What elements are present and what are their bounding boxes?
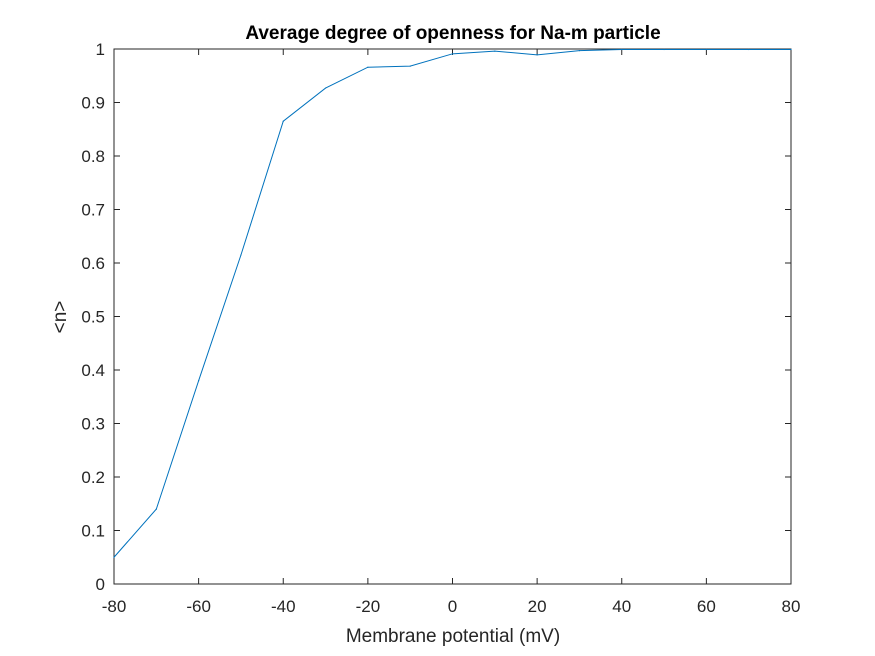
y-axis-label: <n>	[50, 301, 71, 334]
y-tick-label: 0.8	[81, 147, 105, 166]
y-axis-ticks: 0 0.1 0.2 0.3 0.4 0.5 0.6 0.7 0.8 0.9 1	[81, 40, 791, 594]
series-layer	[113, 48, 792, 558]
x-axis-label: Membrane potential (mV)	[346, 626, 560, 647]
y-tick-label: 0.6	[81, 254, 105, 273]
data-point	[451, 53, 454, 55]
data-point	[748, 48, 750, 51]
y-tick-label: 0.5	[81, 308, 105, 327]
data-point	[705, 48, 707, 51]
x-tick-label: 40	[612, 597, 631, 616]
y-tick-label: 0.4	[81, 361, 105, 380]
x-axis-ticks: -80 -60 -40 -20 0 20 40 60 80	[102, 49, 801, 616]
x-tick-label: -60	[186, 597, 211, 616]
data-point	[282, 120, 284, 122]
data-point	[155, 508, 157, 510]
x-tick-label: 80	[782, 597, 801, 616]
data-point	[536, 54, 538, 56]
data-point	[113, 556, 115, 558]
data-point	[578, 50, 581, 52]
y-tick-label: 0.9	[81, 94, 105, 113]
data-point	[494, 50, 496, 52]
x-tick-label: -20	[356, 597, 381, 616]
x-tick-label: -40	[271, 597, 296, 616]
y-tick-label: 1	[96, 40, 105, 59]
data-point	[790, 48, 792, 51]
x-tick-label: 20	[528, 597, 547, 616]
x-tick-label: 0	[448, 597, 457, 616]
x-tick-label: -80	[102, 597, 127, 616]
axes-box	[113, 48, 792, 585]
y-tick-label: 0.3	[81, 415, 105, 434]
chart-title: Average degree of openness for Na-m part…	[245, 23, 660, 44]
data-point	[198, 380, 200, 382]
y-tick-label: 0	[96, 575, 105, 594]
data-point	[621, 48, 623, 51]
y-tick-label: 0.2	[81, 468, 105, 487]
data-point	[663, 48, 665, 51]
data-point	[367, 66, 369, 68]
y-tick-label: 0.7	[81, 201, 105, 220]
data-point	[409, 65, 411, 67]
data-point	[240, 254, 242, 256]
data-point	[324, 87, 327, 89]
x-tick-label: 60	[697, 597, 716, 616]
y-tick-label: 0.1	[81, 522, 105, 541]
plot-area: -80 -60 -40 -20 0 20 40 60 80 0 0.1 0.2 0.3 0.4 0.5 0.…	[81, 40, 800, 616]
